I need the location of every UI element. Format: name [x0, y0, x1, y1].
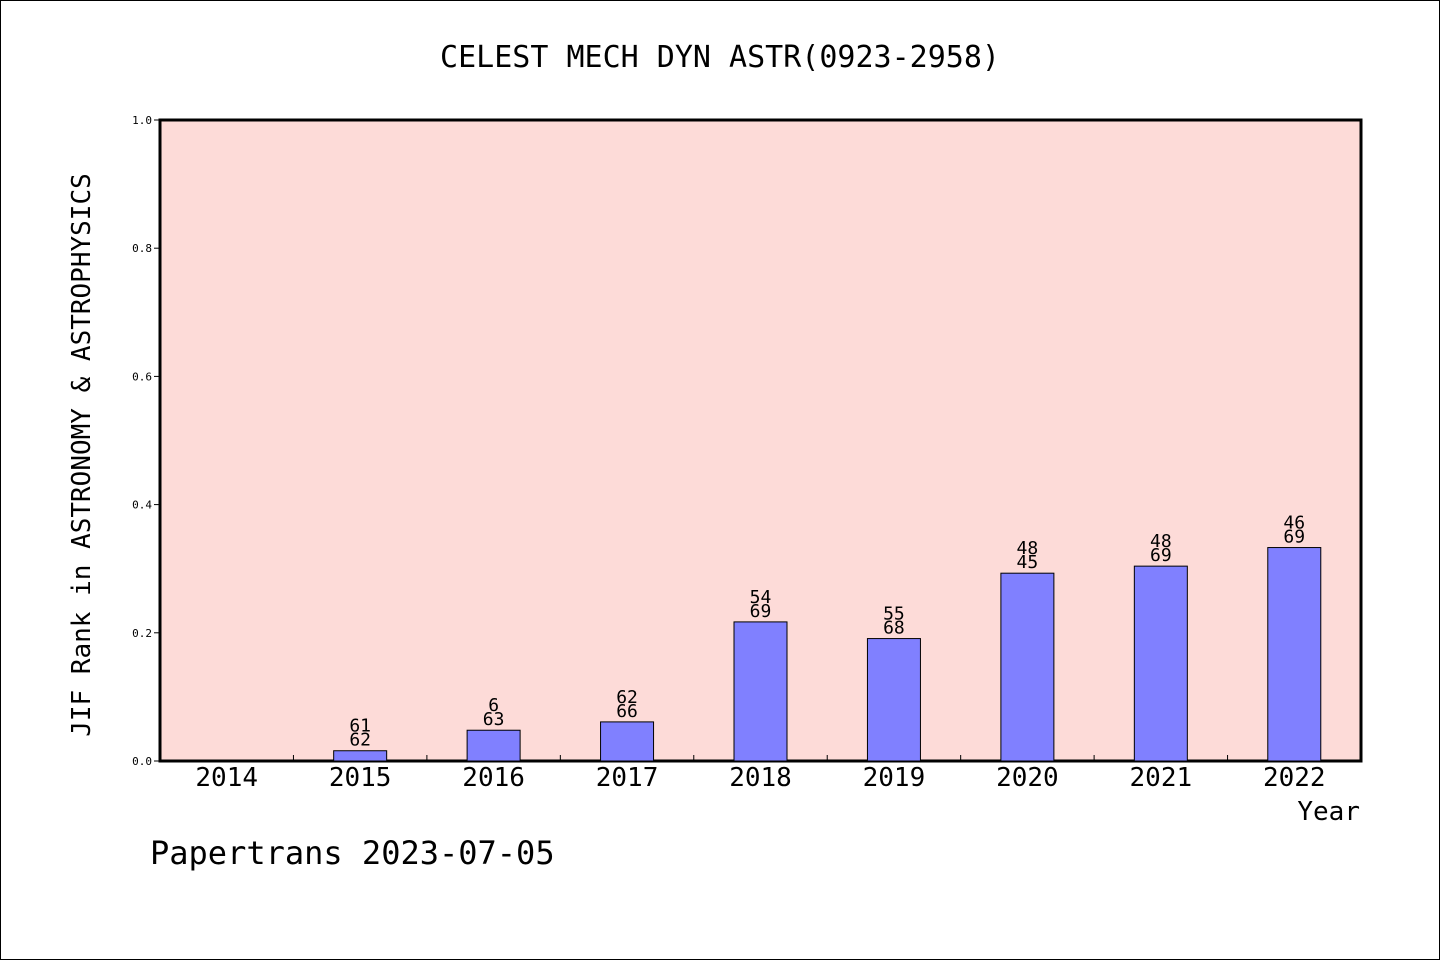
footer-text: Papertrans 2023-07-05 — [150, 834, 555, 872]
bar-series — [333, 547, 1322, 762]
y-tick-label: 1.0 — [132, 114, 152, 127]
bar-label-rank: 61 — [349, 716, 371, 737]
bar-label-total: 68 — [883, 618, 905, 639]
bar-label-rank: 46 — [1283, 513, 1305, 534]
bar-label-rank: 55 — [883, 604, 905, 625]
x-tick-label: 2020 — [996, 763, 1059, 793]
x-tick-label: 2015 — [329, 763, 392, 793]
bar-label-total: 69 — [750, 601, 772, 622]
chart-title: CELEST MECH DYN ASTR(0923-2958) — [440, 40, 1000, 75]
bar-label-total: 62 — [349, 730, 371, 751]
y-tick-label: 0.0 — [132, 755, 152, 768]
x-axis-label: Year — [1297, 797, 1360, 827]
x-tick-label: 2018 — [729, 763, 792, 793]
bar-2021 — [1133, 565, 1188, 762]
x-tick-label: 2016 — [462, 763, 525, 793]
bar-label-total: 69 — [1150, 545, 1172, 566]
bar-label-total: 63 — [483, 709, 505, 730]
bar-2020 — [1000, 572, 1055, 762]
bar-label-rank: 6 — [488, 695, 499, 716]
bar-2018 — [733, 621, 788, 762]
bar-label-rank: 54 — [750, 587, 772, 608]
y-tick-label: 0.6 — [132, 370, 152, 383]
x-tick-label: 2022 — [1263, 763, 1326, 793]
y-tick-label: 0.2 — [132, 627, 152, 640]
bar-label-total: 66 — [616, 701, 638, 722]
bar-label-total: 45 — [1017, 552, 1039, 573]
bar-label-total: 69 — [1283, 527, 1305, 548]
y-tick-label: 0.8 — [132, 242, 152, 255]
y-axis: 0.0 0.2 0.4 0.6 0.8 1.0 — [132, 114, 160, 768]
bar-2016 — [466, 729, 521, 762]
y-tick-label: 0.4 — [132, 499, 152, 512]
x-tick-label: 2014 — [195, 763, 258, 793]
y-axis-label: JIF Rank in ASTRONOMY & ASTROPHYSICS — [67, 173, 97, 737]
bar-2017 — [600, 721, 655, 762]
bar-label-rank: 62 — [616, 687, 638, 708]
x-tick-label: 2021 — [1130, 763, 1193, 793]
x-axis: 2014 2015 2016 2017 2018 2019 2020 2021 2022 — [195, 755, 1326, 793]
x-tick-label: 2017 — [596, 763, 659, 793]
bar-2015 — [333, 750, 388, 762]
x-tick-label: 2019 — [863, 763, 926, 793]
bar-2022 — [1267, 547, 1322, 762]
bar-2019 — [866, 638, 921, 762]
bar-label-rank: 48 — [1017, 538, 1039, 559]
bar-label-rank: 48 — [1150, 531, 1172, 552]
